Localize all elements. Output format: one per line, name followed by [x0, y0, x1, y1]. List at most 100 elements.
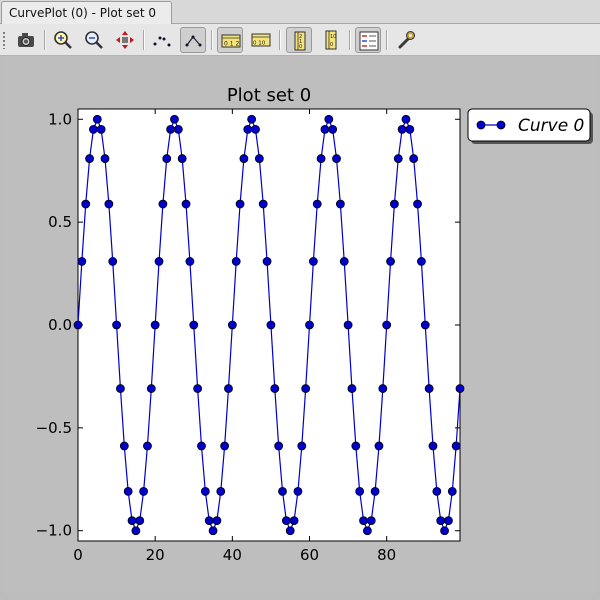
curve-plot-chart[interactable]: Plot set 0 0 20 40 60 80 −1.0 −0.5 0.0 0.5 1.0 Curv… — [4, 56, 596, 594]
data-point — [440, 526, 449, 536]
data-point — [289, 516, 299, 526]
data-point — [366, 516, 376, 526]
series-line — [77, 117, 461, 533]
data-point — [100, 154, 110, 163]
y-tick-label: −1.0 — [36, 522, 72, 540]
y-axis-scale-button[interactable]: 0 10 — [248, 27, 274, 53]
data-point — [374, 441, 384, 451]
data-point — [235, 199, 245, 209]
data-point — [324, 114, 334, 124]
data-point — [177, 154, 187, 163]
y-tick-label: 1.0 — [48, 110, 72, 128]
zoom-in-button[interactable] — [50, 27, 76, 53]
data-point — [85, 154, 94, 163]
data-point — [154, 257, 164, 266]
plot-title: Plot set 0 — [227, 85, 311, 106]
pan-button[interactable] — [112, 27, 138, 53]
data-point — [216, 487, 226, 496]
data-point — [224, 384, 233, 393]
toolbar-separator — [44, 30, 46, 50]
toolbar-separator — [211, 30, 213, 50]
data-point — [73, 320, 83, 330]
zoom-out-button[interactable] — [81, 27, 107, 53]
data-point — [370, 487, 380, 496]
data-point — [285, 526, 295, 536]
data-point — [185, 257, 195, 266]
settings-button[interactable] — [393, 27, 419, 53]
data-point — [262, 257, 272, 266]
markers-only-button[interactable] — [149, 27, 175, 53]
toolbar-separator — [143, 30, 145, 50]
svg-text:0: 0 — [330, 42, 333, 48]
data-point — [320, 124, 330, 134]
data-point — [397, 124, 407, 134]
data-point — [332, 154, 341, 163]
snapshot-button[interactable] — [13, 27, 39, 53]
data-point — [424, 384, 434, 393]
data-point — [390, 199, 399, 209]
data-point — [127, 516, 137, 526]
data-point — [208, 526, 218, 536]
data-point — [89, 124, 98, 134]
svg-text:0: 0 — [299, 44, 302, 50]
legend-button[interactable] — [355, 27, 381, 53]
svg-text:2: 2 — [299, 34, 302, 40]
tab-curveplot[interactable]: CurvePlot (0) - Plot set 0 — [1, 1, 172, 24]
data-point — [274, 441, 284, 451]
data-point — [173, 124, 183, 134]
svg-text:10: 10 — [330, 34, 336, 40]
plot-area-container: Plot set 0 0 20 40 60 80 −1.0 −0.5 0.0 0.5 1.0 Curv… — [4, 56, 596, 594]
data-point — [231, 257, 241, 266]
x-tick-label: 0 — [73, 546, 83, 564]
data-point — [359, 516, 368, 526]
data-point — [220, 441, 230, 451]
data-point — [162, 154, 172, 163]
data-point — [428, 441, 438, 451]
data-point — [413, 199, 422, 209]
data-point — [212, 516, 222, 526]
data-point — [335, 199, 345, 209]
toolbar-grip[interactable] — [2, 31, 6, 49]
data-point — [166, 124, 176, 134]
data-point — [181, 199, 191, 209]
x-tick-label: 20 — [146, 546, 165, 564]
data-point — [131, 526, 141, 536]
x-tick-label: 80 — [377, 546, 396, 564]
legend-box[interactable] — [467, 108, 591, 142]
data-point — [197, 441, 206, 451]
data-point — [455, 384, 465, 393]
data-point — [123, 487, 133, 496]
data-point — [139, 487, 148, 496]
data-point — [293, 487, 303, 496]
x-axis-scale-button[interactable]: 0 1 2 — [217, 27, 243, 53]
data-point — [243, 124, 253, 134]
data-point — [270, 384, 280, 393]
data-point — [108, 257, 118, 266]
data-point — [266, 320, 276, 330]
data-point — [305, 320, 314, 330]
data-point — [339, 257, 349, 266]
toolbar-separator — [386, 30, 388, 50]
data-point — [382, 320, 392, 330]
lines-button[interactable] — [180, 27, 206, 53]
data-point — [116, 384, 125, 393]
data-point — [278, 487, 287, 496]
data-point — [258, 199, 268, 209]
data-point — [143, 441, 152, 451]
y-log-scale-button[interactable]: 10 0 — [318, 27, 344, 53]
legend-marker — [496, 120, 506, 130]
svg-text:1: 1 — [299, 39, 302, 45]
data-point — [92, 114, 102, 124]
data-point — [343, 320, 353, 330]
data-point — [362, 526, 372, 536]
data-point — [135, 516, 145, 526]
data-point — [301, 384, 311, 393]
data-point — [386, 257, 395, 266]
data-point — [227, 320, 237, 330]
data-point — [417, 257, 426, 266]
svg-text:0 1 2: 0 1 2 — [224, 41, 239, 48]
data-point — [146, 384, 156, 393]
data-point — [401, 114, 411, 124]
